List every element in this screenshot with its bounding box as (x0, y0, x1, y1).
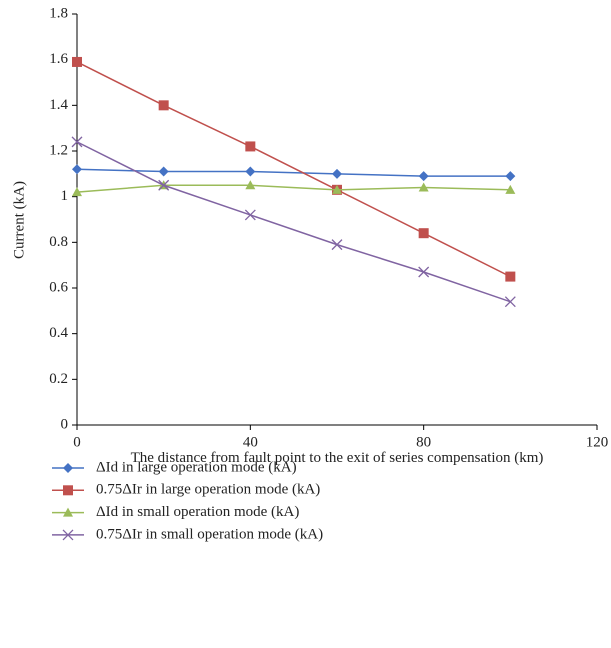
marker (71, 136, 83, 148)
marker (158, 100, 169, 111)
x-tick-label: 80 (416, 434, 431, 450)
marker (418, 182, 429, 192)
marker (158, 166, 169, 177)
marker (62, 529, 74, 541)
y-axis-label: Current (kA) (11, 181, 27, 259)
marker (505, 184, 516, 194)
y-tick-label: 0.4 (49, 325, 68, 341)
legend-label: ΔId in large operation mode (kA) (96, 459, 297, 475)
x-tick-label: 0 (73, 434, 81, 450)
marker (418, 171, 429, 182)
marker (331, 239, 343, 251)
marker (72, 56, 82, 67)
marker (504, 296, 516, 308)
marker (332, 168, 342, 179)
marker (505, 271, 516, 282)
marker (245, 166, 256, 177)
series-line (76, 61, 511, 278)
y-tick-label: 1 (61, 188, 69, 204)
y-tick-label: 0.6 (49, 279, 68, 295)
marker (72, 187, 82, 197)
series-line (76, 168, 511, 177)
legend-label: 0.75ΔIr in large operation mode (kA) (96, 482, 320, 498)
marker (63, 485, 73, 496)
marker (158, 179, 170, 191)
marker (418, 228, 429, 239)
marker (332, 184, 342, 194)
series-line (76, 184, 511, 193)
marker (63, 507, 73, 517)
marker (418, 266, 430, 278)
x-tick-label: 120 (586, 434, 609, 450)
marker (505, 171, 516, 182)
legend-label: ΔId in small operation mode (kA) (96, 504, 299, 520)
x-axis-label: The distance from fault point to the exi… (130, 450, 544, 466)
y-tick-label: 1.6 (49, 51, 68, 67)
marker (72, 164, 82, 175)
marker (63, 463, 73, 473)
y-tick-label: 1.2 (49, 142, 68, 158)
series-line (76, 141, 511, 303)
y-tick-label: 1.8 (49, 5, 68, 21)
y-tick-label: 0.2 (49, 371, 68, 387)
marker (244, 209, 256, 221)
y-tick-label: 0 (61, 416, 69, 432)
marker (245, 180, 256, 190)
y-tick-label: 0.8 (49, 234, 68, 250)
legend-label: 0.75ΔIr in small operation mode (kA) (96, 526, 323, 542)
marker (245, 141, 256, 152)
y-tick-label: 1.4 (49, 97, 68, 113)
x-tick-label: 40 (243, 434, 258, 450)
